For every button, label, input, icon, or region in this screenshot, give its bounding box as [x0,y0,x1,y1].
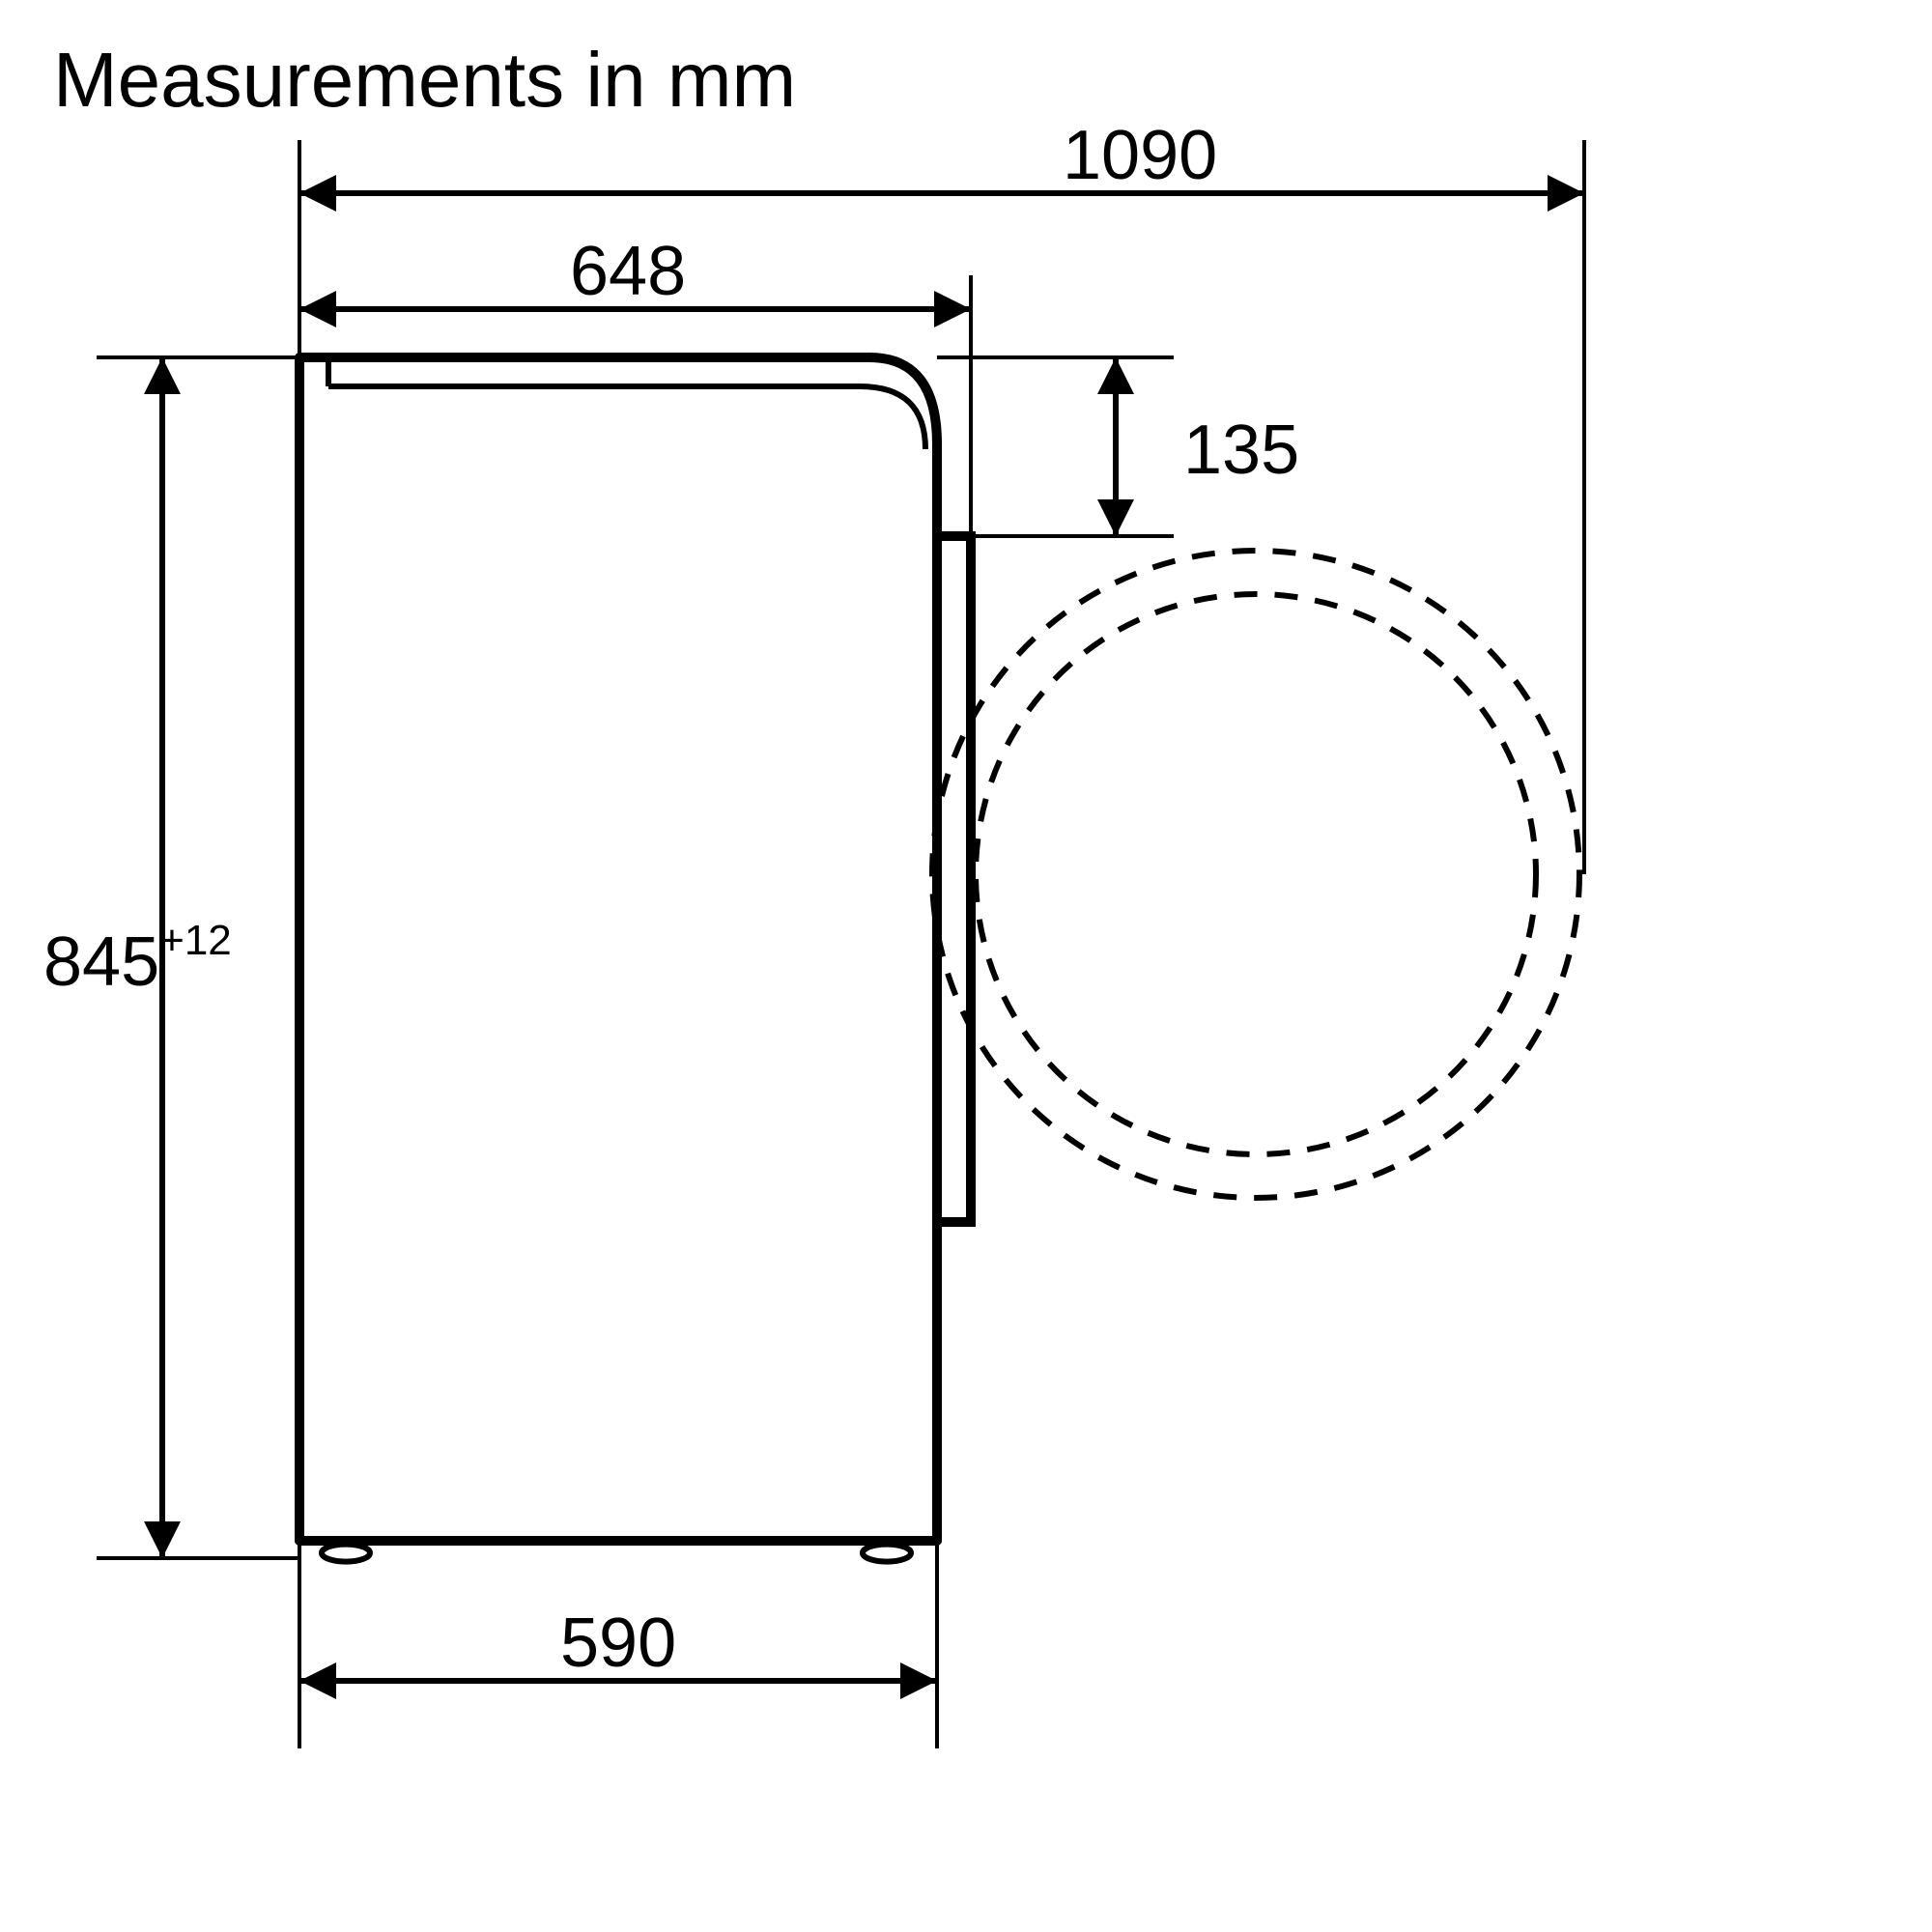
dimension-top-offset-value: 135 [1183,412,1299,489]
dimension-total-width-value: 1090 [1063,117,1217,194]
dimension-diagram: Measurements in mm 845+12 1090 648 135 5… [0,0,1932,1932]
door-panel [937,536,971,1222]
dimension-depth-value: 648 [570,233,686,310]
appliance-body [299,357,937,1541]
door-swing-circles [932,551,1579,1198]
dimension-bottom-width-value: 590 [560,1605,676,1682]
dimension-height-value: 845+12 [43,917,232,1001]
dimension-depth [299,275,971,536]
title: Measurements in mm [53,37,796,123]
